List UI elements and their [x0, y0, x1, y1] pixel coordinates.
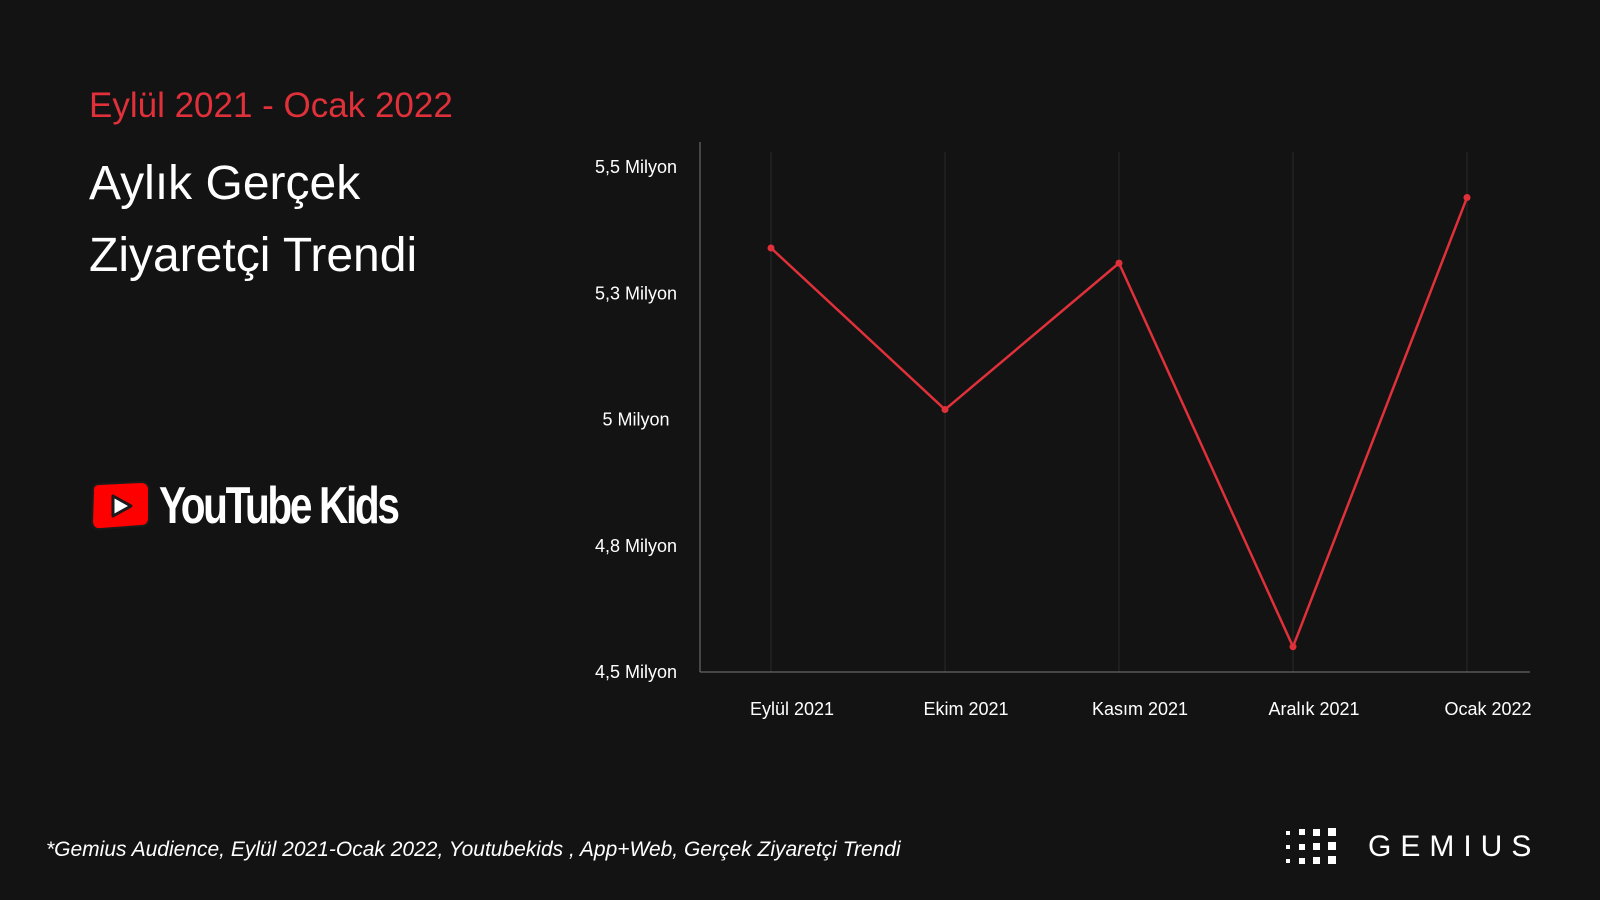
data-point [941, 406, 949, 414]
y-tick-label: 4,8 Milyon [595, 536, 677, 556]
youtube-kids-wordmark: YouTube Kids [159, 477, 400, 535]
y-tick-label: 5 Milyon [602, 410, 669, 430]
gemius-logo: GEMIUS [1286, 828, 1540, 866]
y-tick-label: 5,5 Milyon [595, 157, 677, 177]
date-range-subtitle: Eylül 2021 - Ocak 2022 [89, 86, 453, 125]
data-point [767, 244, 775, 252]
data-point [1289, 643, 1297, 651]
x-tick-label: Ocak 2022 [1444, 699, 1531, 719]
x-tick-label: Aralık 2021 [1268, 699, 1359, 719]
data-point [1115, 259, 1123, 267]
title-line-2: Ziyaretçi Trendi [89, 229, 418, 282]
x-tick-label: Eylül 2021 [750, 699, 834, 719]
y-tick-label: 4,5 Milyon [595, 662, 677, 682]
x-tick-label: Kasım 2021 [1092, 699, 1188, 719]
youtube-kids-logo: YouTube Kids [89, 476, 465, 536]
youtube-play-icon [90, 480, 150, 531]
x-tick-label: Ekim 2021 [923, 699, 1008, 719]
source-footnote: *Gemius Audience, Eylül 2021-Ocak 2022, … [46, 838, 901, 861]
data-point [1463, 194, 1471, 202]
gemius-dots-icon [1286, 828, 1336, 864]
y-tick-label: 5,3 Milyon [595, 283, 677, 303]
title-line-1: Aylık Gerçek [89, 157, 361, 210]
gemius-wordmark: GEMIUS [1368, 830, 1541, 863]
page-title: Aylık Gerçek Ziyaretçi Trendi [89, 148, 489, 292]
